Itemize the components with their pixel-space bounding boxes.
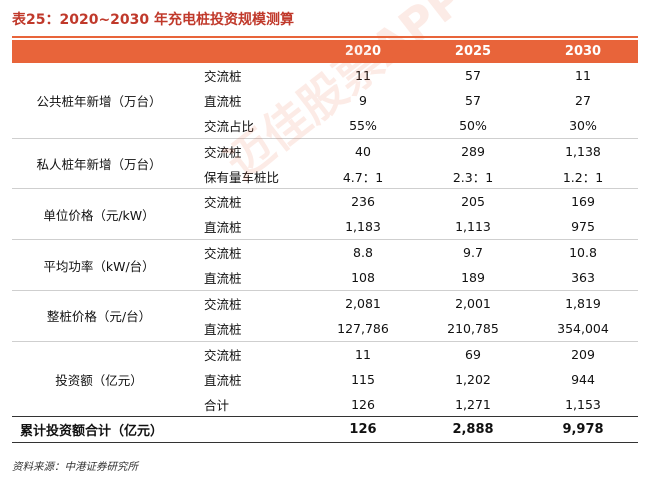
table-body: 公共桩年新增（万台） 交流桩 11 57 11 直流桩 9 57 27 交流占比 55% 50% 30%… <box>12 63 638 444</box>
table-row: 直流桩 1,183 1,113 975 <box>12 214 638 239</box>
table-row: 直流桩 9 57 27 <box>12 88 638 113</box>
value-cell: 189 <box>461 270 485 286</box>
value-cell: 55% <box>349 117 377 133</box>
value-cell: 11 <box>308 340 418 367</box>
value-cell: 10.8 <box>528 239 638 266</box>
table-header: 2020 2025 2030 <box>12 40 638 63</box>
table-row: 交流占比 55% 50% 30% <box>12 113 638 138</box>
value-cell: 1,138 <box>528 137 638 164</box>
value-cell: 169 <box>528 188 638 215</box>
value-cell: 1,202 <box>455 371 491 387</box>
table-row: 保有量车桩比 4.7：1 2.3：1 1.2：1 <box>12 164 638 189</box>
value-cell: 1,819 <box>528 290 638 316</box>
value-cell: 210,785 <box>447 320 499 336</box>
total-label: 累计投资额合计（亿元） <box>12 416 308 444</box>
investment-table: 2020 2025 2030 公共桩年新增（万台） 交流桩 11 57 11 直流桩 9 57… <box>12 40 638 444</box>
table-row: 整桩价格（元/台） 交流桩 2,081 2,001 1,819 <box>12 290 638 342</box>
value-cell: 1,113 <box>455 219 491 235</box>
table-row: 直流桩 115 1,202 944 <box>12 367 638 392</box>
value-cell: 363 <box>571 270 595 286</box>
total-value-cell: 2,888 <box>418 416 528 444</box>
row-label: 交流桩 <box>190 340 308 367</box>
value-cell: 2,001 <box>418 290 528 316</box>
value-cell: 127,786 <box>337 320 389 336</box>
group-label: 私人桩年新增（万台） <box>12 137 190 189</box>
row-label: 交流占比 <box>204 118 255 134</box>
row-label: 交流桩 <box>190 188 308 215</box>
value-cell: 289 <box>418 137 528 164</box>
value-cell: 27 <box>575 92 591 108</box>
row-label: 直流桩 <box>204 321 242 337</box>
header-cell-2025: 2025 <box>418 40 528 63</box>
header-cell-2030: 2030 <box>528 40 638 63</box>
value-cell: 108 <box>351 270 375 286</box>
group-label: 公共桩年新增（万台） <box>36 93 162 109</box>
value-cell: 1,153 <box>565 396 601 412</box>
row-label: 直流桩 <box>204 93 242 109</box>
table-row: 直流桩 108 189 363 <box>12 265 638 290</box>
value-cell: 9 <box>359 92 367 108</box>
value-cell: 236 <box>308 188 418 215</box>
value-cell: 2.3：1 <box>452 169 494 185</box>
value-cell: 9.7 <box>418 239 528 266</box>
table-row: 私人桩年新增（万台） 交流桩 40 289 1,138 <box>12 137 638 189</box>
value-cell: 50% <box>459 117 487 133</box>
source-note: 资料来源：中港证券研究所 <box>12 461 138 473</box>
value-cell: 115 <box>351 371 375 387</box>
value-cell: 126 <box>351 396 375 412</box>
total-row: 累计投资额合计（亿元） 126 2,888 9,978 <box>12 416 638 444</box>
header-cell-2020: 2020 <box>308 40 418 63</box>
table-row: 公共桩年新增（万台） 交流桩 11 57 11 <box>12 63 638 109</box>
value-cell: 30% <box>569 117 597 133</box>
header-cell <box>190 40 308 63</box>
value-cell: 57 <box>465 92 481 108</box>
group-label: 单位价格（元/kW） <box>12 188 190 240</box>
value-cell: 205 <box>418 188 528 215</box>
row-label: 直流桩 <box>204 372 242 388</box>
table-row: 平均功率（kW/台） 交流桩 8.8 9.7 10.8 <box>12 239 638 291</box>
group-label: 投资额（亿元） <box>12 340 190 417</box>
value-cell: 57 <box>465 67 481 83</box>
row-label: 交流桩 <box>190 239 308 266</box>
value-cell: 40 <box>308 137 418 164</box>
header-cell <box>12 40 190 63</box>
table-row: 合计 126 1,271 1,153 <box>12 392 638 417</box>
table-row: 单位价格（元/kW） 交流桩 236 205 169 <box>12 188 638 240</box>
row-label: 直流桩 <box>204 271 242 287</box>
row-label: 直流桩 <box>204 220 242 236</box>
value-cell: 354,004 <box>557 320 609 336</box>
row-label: 交流桩 <box>204 68 242 84</box>
row-label: 保有量车桩比 <box>204 169 280 185</box>
row-label: 交流桩 <box>190 290 308 316</box>
value-cell: 11 <box>575 67 591 83</box>
value-cell: 1,183 <box>345 219 381 235</box>
row-label: 合计 <box>204 397 230 413</box>
row-label: 交流桩 <box>190 137 308 164</box>
value-cell: 11 <box>355 67 371 83</box>
value-cell: 209 <box>528 340 638 367</box>
group-label: 平均功率（kW/台） <box>12 239 190 291</box>
value-cell: 944 <box>571 371 595 387</box>
group-label: 整桩价格（元/台） <box>12 290 190 342</box>
value-cell: 8.8 <box>308 239 418 266</box>
table-row: 直流桩 127,786 210,785 354,004 <box>12 316 638 341</box>
header-row: 2020 2025 2030 <box>12 40 638 63</box>
value-cell: 69 <box>418 340 528 367</box>
table-title: 表25：2020~2030 年充电桩投资规模测算 <box>12 12 295 28</box>
total-value-cell: 126 <box>308 416 418 444</box>
table-row: 投资额（亿元） 交流桩 11 69 209 <box>12 340 638 417</box>
value-cell: 975 <box>571 219 595 235</box>
value-cell: 1.2：1 <box>562 169 604 185</box>
value-cell: 4.7：1 <box>342 169 384 185</box>
total-value-cell: 9,978 <box>528 416 638 444</box>
value-cell: 1,271 <box>455 396 491 412</box>
title-divider <box>12 36 638 38</box>
value-cell: 2,081 <box>308 290 418 316</box>
